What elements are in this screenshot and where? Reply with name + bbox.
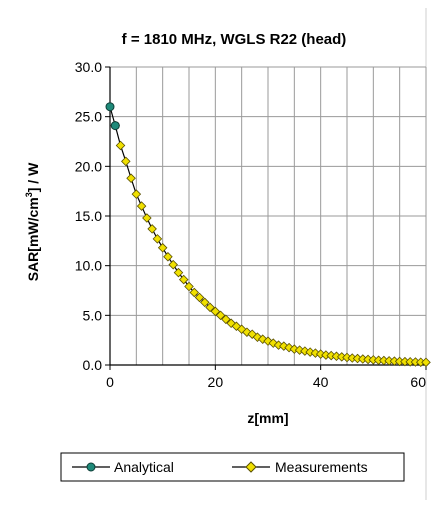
axes (105, 66, 427, 370)
point-measurements (210, 306, 221, 317)
point-measurements (200, 297, 210, 308)
x-tick-label: 40 (313, 374, 329, 390)
y-tick-label: 30.0 (75, 59, 102, 75)
x-tick-labels: 0 20 40 60 (106, 374, 426, 390)
point-measurements (126, 173, 136, 184)
legend: Analytical Measurements (60, 452, 405, 482)
point-analytical (105, 102, 115, 112)
y-axis-label-main: SAR[mW/cm (25, 197, 41, 281)
y-axis-label-unit: ] / W (25, 162, 41, 192)
x-tick-label: 20 (208, 374, 224, 390)
x-axis-label: z[mm] (247, 410, 288, 426)
y-tick-label: 5.0 (83, 307, 103, 323)
legend-marker-measurements (245, 461, 257, 473)
grid (110, 66, 427, 365)
point-measurements (178, 274, 189, 285)
y-tick-label: 25.0 (75, 109, 102, 125)
point-measurements (115, 140, 126, 151)
point-measurements (136, 201, 147, 211)
chart-title: f = 1810 MHz, WGLS R22 (head) (122, 31, 347, 48)
y-tick-label: 10.0 (75, 258, 102, 274)
legend-label-measurements: Measurements (275, 459, 368, 475)
legend-marker-analytical (86, 462, 96, 472)
y-tick-label: 15.0 (75, 208, 102, 224)
point-measurements (226, 318, 236, 329)
point-analytical (110, 121, 120, 131)
point-measurements (163, 251, 173, 262)
y-tick-labels: 0.0 5.0 10.0 15.0 20.0 25.0 30.0 (75, 59, 102, 373)
x-tick-label: 60 (410, 374, 426, 390)
y-tick-label: 20.0 (75, 158, 102, 174)
point-measurements (142, 213, 152, 223)
point-measurements (215, 310, 226, 321)
point-measurements (147, 224, 157, 234)
y-axis-label: SAR[mW/cm3] / W (24, 162, 41, 281)
point-measurements (189, 287, 200, 298)
point-measurements (205, 302, 215, 313)
point-measurements (421, 357, 431, 368)
point-measurements (173, 267, 184, 278)
point-measurements (184, 281, 194, 292)
legend-label-analytical: Analytical (114, 459, 174, 475)
point-measurements (131, 189, 142, 199)
point-measurements (157, 243, 168, 253)
y-axis-label-superscript: 3 (24, 192, 34, 197)
series-layer (105, 102, 431, 368)
point-measurements (121, 156, 131, 167)
point-measurements (152, 234, 163, 244)
point-measurements (221, 314, 231, 325)
x-tick-label: 0 (106, 374, 114, 390)
point-measurements (168, 259, 178, 270)
point-measurements (194, 292, 205, 303)
y-tick-label: 0.0 (83, 357, 103, 373)
